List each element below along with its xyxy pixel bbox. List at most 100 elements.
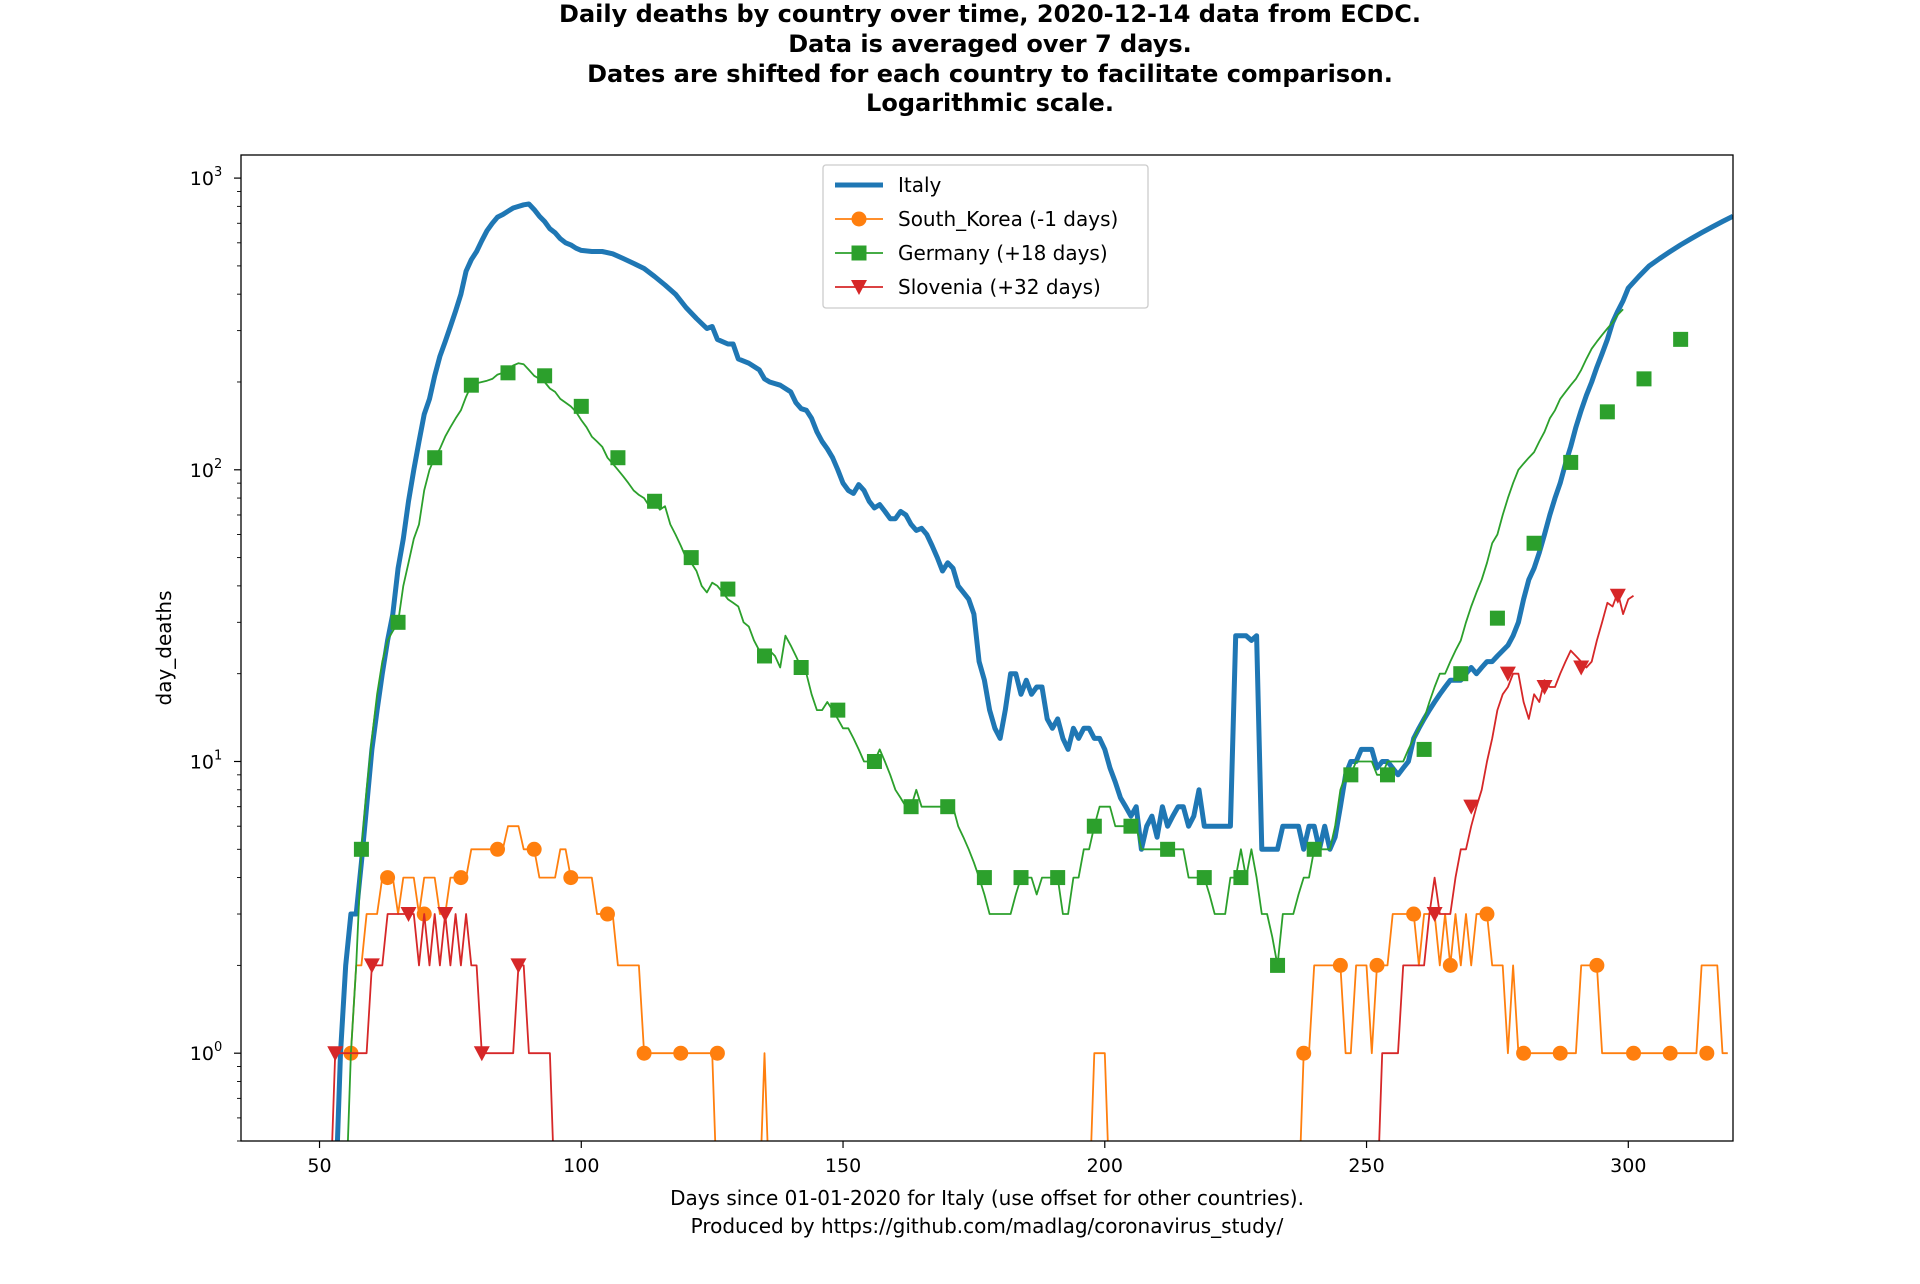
data-point-south-korea-1-days xyxy=(1442,957,1458,973)
data-point-south-korea-1-days xyxy=(636,1045,652,1061)
x-axis-label-line-2: Produced by https://github.com/madlag/co… xyxy=(691,1214,1284,1238)
legend-marker xyxy=(851,211,867,227)
data-point-germany-18-days xyxy=(610,450,626,466)
data-point-germany-18-days xyxy=(1563,454,1579,470)
data-point-germany-18-days xyxy=(1489,610,1505,626)
data-point-south-korea-1-days xyxy=(1589,957,1605,973)
data-point-germany-18-days xyxy=(940,799,956,815)
data-point-south-korea-1-days xyxy=(1369,957,1385,973)
data-point-slovenia-32-days xyxy=(437,907,454,923)
series-line-italy xyxy=(334,201,1733,1141)
x-tick-label: 100 xyxy=(563,1155,599,1177)
data-point-germany-18-days xyxy=(903,799,919,815)
legend-entry-south-korea-1-days: South_Korea (-1 days) xyxy=(835,207,1118,231)
data-point-slovenia-32-days xyxy=(400,907,417,923)
y-axis: 100 101 102 103 xyxy=(190,165,241,1142)
data-point-germany-18-days xyxy=(1379,767,1395,783)
x-axis-label-line-1: Days since 01-01-2020 for Italy (use off… xyxy=(670,1186,1304,1210)
data-point-south-korea-1-days xyxy=(709,1045,725,1061)
chart-title-line-2: Data is averaged over 7 days. xyxy=(788,30,1192,58)
chart-title-line-4: Logarithmic scale. xyxy=(866,89,1114,117)
x-tick-label: 50 xyxy=(307,1155,331,1177)
data-point-germany-18-days xyxy=(1416,741,1432,757)
data-point-slovenia-32-days xyxy=(1463,799,1480,815)
data-point-germany-18-days xyxy=(390,614,406,630)
series-slovenia-32-days xyxy=(327,588,1635,1141)
chart-title: Daily deaths by country over time, 2020-… xyxy=(559,0,1421,117)
data-point-germany-18-days xyxy=(1270,957,1286,973)
data-point-germany-18-days xyxy=(573,398,589,414)
data-point-germany-18-days xyxy=(500,365,516,381)
data-point-south-korea-1-days xyxy=(1626,1045,1642,1061)
series-line-slovenia-32-days xyxy=(331,591,1635,1141)
data-point-south-korea-1-days xyxy=(490,841,506,857)
series-italy xyxy=(334,201,1733,1141)
legend-entry-italy: Italy xyxy=(835,173,942,197)
data-point-germany-18-days xyxy=(1013,870,1029,886)
data-point-germany-18-days xyxy=(463,377,479,393)
data-point-slovenia-32-days xyxy=(363,958,380,974)
data-point-south-korea-1-days xyxy=(1662,1045,1678,1061)
y-tick-label: 100 xyxy=(190,1040,222,1065)
data-point-germany-18-days xyxy=(1050,870,1066,886)
data-point-germany-18-days xyxy=(830,702,846,718)
data-point-south-korea-1-days xyxy=(1296,1045,1312,1061)
data-point-slovenia-32-days xyxy=(1499,666,1516,682)
data-point-germany-18-days xyxy=(1453,666,1469,682)
data-point-germany-18-days xyxy=(1196,870,1212,886)
data-point-slovenia-32-days xyxy=(473,1046,490,1062)
data-point-germany-18-days xyxy=(793,660,809,676)
series-germany-18-days xyxy=(347,308,1689,1141)
data-point-south-korea-1-days xyxy=(563,870,579,886)
legend-box xyxy=(822,164,1149,309)
data-point-south-korea-1-days xyxy=(1332,957,1348,973)
data-point-germany-18-days xyxy=(866,753,882,769)
data-point-germany-18-days xyxy=(720,581,736,597)
data-point-germany-18-days xyxy=(1343,767,1359,783)
data-point-south-korea-1-days xyxy=(526,841,542,857)
data-point-slovenia-32-days xyxy=(327,1046,344,1062)
data-point-germany-18-days xyxy=(1086,818,1102,834)
data-point-south-korea-1-days xyxy=(1406,906,1422,922)
data-point-germany-18-days xyxy=(1673,331,1689,347)
y-tick-label: 102 xyxy=(190,457,222,482)
x-tick-label: 200 xyxy=(1087,1155,1123,1177)
data-point-germany-18-days xyxy=(353,841,369,857)
data-point-germany-18-days xyxy=(1636,371,1652,387)
data-point-germany-18-days xyxy=(976,870,992,886)
series-line-germany-18-days xyxy=(347,308,1624,1141)
chart-title-line-1: Daily deaths by country over time, 2020-… xyxy=(559,0,1421,28)
legend-label: Italy xyxy=(898,173,942,197)
legend-label: South_Korea (-1 days) xyxy=(898,207,1118,231)
data-point-slovenia-32-days xyxy=(1536,680,1553,696)
data-point-south-korea-1-days xyxy=(1479,906,1495,922)
y-tick-label: 101 xyxy=(190,748,222,773)
data-point-slovenia-32-days xyxy=(1426,907,1443,923)
plot-area-frame xyxy=(240,154,1734,1142)
legend-label: Germany (+18 days) xyxy=(898,241,1108,265)
legend: Italy South_Korea (-1 days) Germany (+18 d… xyxy=(822,164,1149,309)
legend-entry-germany-18-days: Germany (+18 days) xyxy=(835,241,1108,265)
legend-label: Slovenia (+32 days) xyxy=(898,275,1101,299)
data-point-south-korea-1-days xyxy=(1699,1045,1715,1061)
data-point-slovenia-32-days xyxy=(510,958,527,974)
x-tick-label: 150 xyxy=(825,1155,861,1177)
series-south-korea-1-days xyxy=(343,825,1728,1141)
data-point-slovenia-32-days xyxy=(1609,588,1626,604)
data-point-south-korea-1-days xyxy=(1552,1045,1568,1061)
x-tick-label: 300 xyxy=(1610,1155,1646,1177)
data-point-south-korea-1-days xyxy=(380,870,396,886)
data-point-germany-18-days xyxy=(647,493,663,509)
data-point-south-korea-1-days xyxy=(599,906,615,922)
data-point-germany-18-days xyxy=(1306,841,1322,857)
data-point-germany-18-days xyxy=(683,550,699,566)
legend-entry-slovenia-32-days: Slovenia (+32 days) xyxy=(835,275,1101,299)
data-point-south-korea-1-days xyxy=(673,1045,689,1061)
data-point-south-korea-1-days xyxy=(453,870,469,886)
data-point-germany-18-days xyxy=(1599,404,1615,420)
y-axis-label: day_deaths xyxy=(152,591,176,706)
data-point-germany-18-days xyxy=(427,450,443,466)
data-point-germany-18-days xyxy=(1526,535,1542,551)
